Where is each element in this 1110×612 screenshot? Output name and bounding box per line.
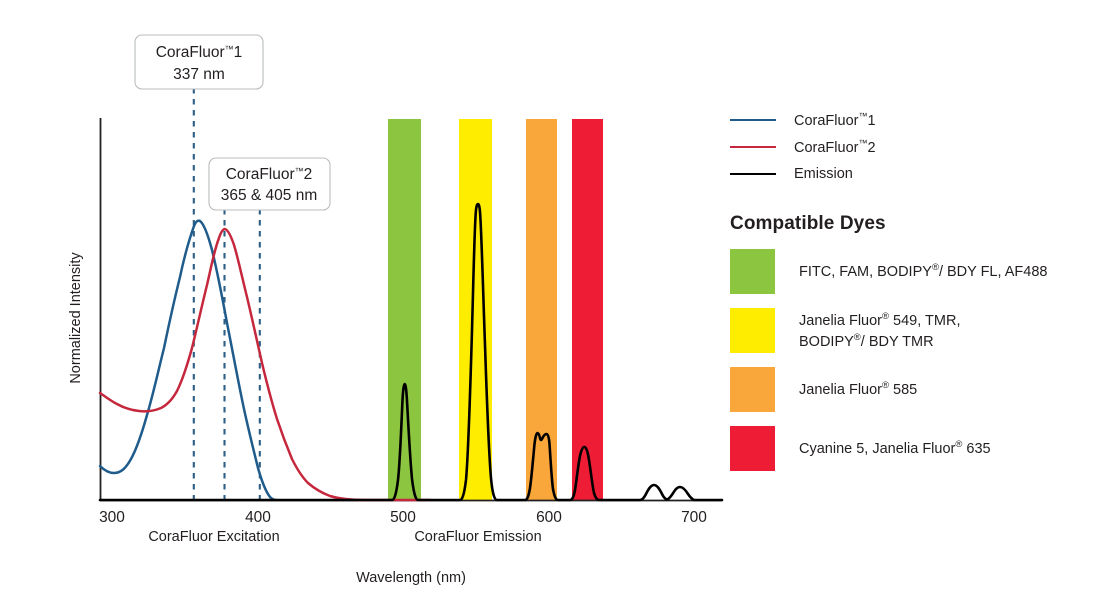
svg-text:CoraFluor™2: CoraFluor™2: [226, 166, 313, 183]
x-tick-labels: 300 400 500 600 700: [99, 509, 707, 526]
dye-label-green: FITC, FAM, BODIPY®/ BDY FL, AF488: [799, 262, 1048, 280]
legend-panel: CoraFluor™1 CoraFluor™2 Emission Compati…: [730, 106, 1100, 485]
xtick-600: 600: [536, 509, 562, 526]
xtick-300: 300: [99, 509, 125, 526]
region-label-excitation: CoraFluor Excitation: [148, 529, 279, 545]
callout-2-tail: 2: [304, 166, 313, 183]
band-red: [572, 119, 603, 500]
registered-icon: ®: [955, 439, 963, 451]
callout-1-sup: ™: [225, 44, 234, 54]
callout-2-box: [208, 157, 331, 211]
excitation-marker-lines: [192, 88, 261, 500]
callout-corafluor-1: CoraFluor™1 337 nm: [134, 34, 264, 90]
trademark-icon: ™: [858, 110, 868, 121]
dye-swatch-yellow: [730, 308, 775, 353]
dye-item-green: FITC, FAM, BODIPY®/ BDY FL, AF488: [730, 249, 1100, 294]
region-label-emission: CoraFluor Emission: [414, 529, 541, 545]
y-axis-title: Normalized Intensity: [68, 252, 84, 384]
band-orange: [526, 119, 557, 500]
emission-bands: [388, 119, 603, 500]
registered-icon: ®: [931, 262, 939, 274]
xtick-700: 700: [681, 509, 707, 526]
dye-label-red: Cyanine 5, Janelia Fluor® 635: [799, 439, 991, 457]
band-green: [388, 119, 421, 500]
curve-corafluor-1: [98, 219, 278, 502]
legend-label-corafluor-2: CoraFluor™2: [794, 137, 876, 156]
callout-corafluor-2: CoraFluor™2 365 & 405 nm: [208, 157, 331, 211]
xtick-500: 500: [390, 509, 416, 526]
compatible-dyes-title: Compatible Dyes: [730, 213, 886, 234]
callout-1-line2: 337 nm: [173, 66, 225, 83]
band-yellow: [459, 119, 492, 500]
callout-2-line2: 365 & 405 nm: [221, 187, 318, 204]
dye-swatch-orange: [730, 367, 775, 412]
svg-text:CoraFluor™1: CoraFluor™1: [156, 44, 243, 61]
legend-line-corafluor-2: [730, 145, 776, 148]
curve-emission: [98, 202, 724, 502]
x-axis-title: Wavelength (nm): [356, 570, 466, 586]
trademark-icon: ™: [858, 137, 868, 148]
dye-swatch-red: [730, 426, 775, 471]
dye-item-orange: Janelia Fluor® 585: [730, 367, 1100, 412]
legend-item-corafluor-1: CoraFluor™1: [730, 106, 1100, 133]
legend-label-corafluor-1: CoraFluor™1: [794, 110, 876, 129]
legend-item-corafluor-2: CoraFluor™2: [730, 133, 1100, 160]
registered-icon: ®: [882, 380, 890, 392]
dye-item-yellow: Janelia Fluor® 549, TMR, BODIPY®/ BDY TMR: [730, 308, 1100, 353]
xtick-400: 400: [245, 509, 271, 526]
callout-1-line1: CoraFluor: [156, 44, 225, 61]
dye-item-red: Cyanine 5, Janelia Fluor® 635: [730, 426, 1100, 471]
callout-1-tail: 1: [234, 44, 243, 61]
dye-label-yellow: Janelia Fluor® 549, TMR, BODIPY®/ BDY TMR: [799, 310, 961, 350]
curve-corafluor-2: [98, 227, 432, 502]
legend-line-emission: [730, 172, 776, 175]
callout-2-line1: CoraFluor: [226, 166, 295, 183]
callout-1-box: [134, 34, 264, 90]
legend-label-emission: Emission: [794, 165, 853, 182]
registered-icon: ®: [853, 331, 861, 343]
callout-2-sup: ™: [295, 166, 304, 176]
legend-line-corafluor-1: [730, 118, 776, 121]
legend-item-emission: Emission: [730, 160, 1100, 187]
dye-label-orange: Janelia Fluor® 585: [799, 380, 918, 398]
registered-icon: ®: [882, 310, 890, 322]
dye-swatch-green: [730, 249, 775, 294]
